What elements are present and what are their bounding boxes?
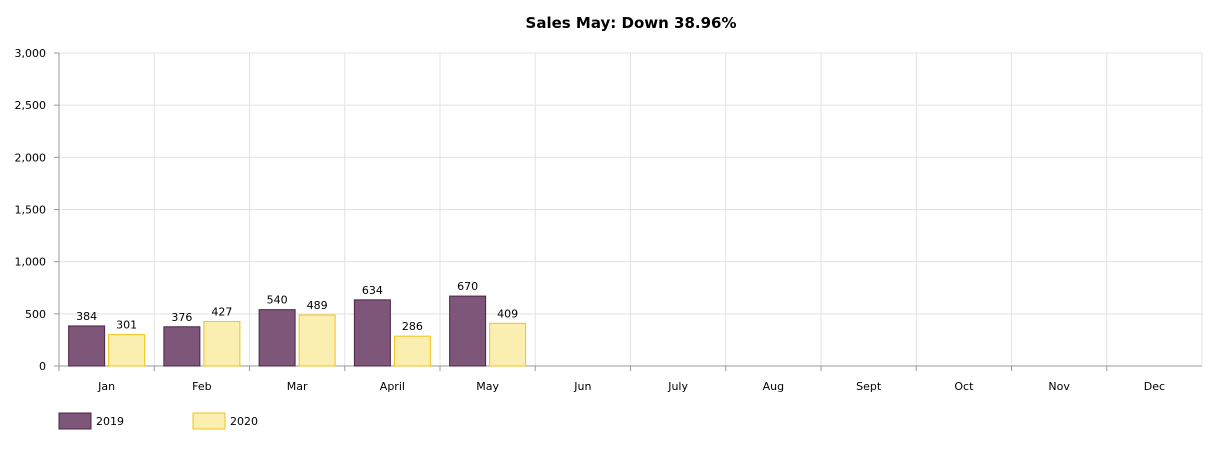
x-tick-label: Nov [1048, 380, 1070, 393]
bar-2019-may[interactable] [449, 295, 487, 367]
legend-label: 2019 [96, 415, 124, 428]
legend[interactable]: 2019 2020 [58, 412, 258, 430]
data-label-2019-jan: 384 [76, 310, 97, 323]
legend-label: 2020 [230, 415, 258, 428]
bar-2019-jan[interactable] [68, 325, 106, 367]
x-tick-label: Aug [763, 380, 784, 393]
x-tick-label: Jun [573, 380, 591, 393]
data-label-2020-april: 286 [402, 320, 423, 333]
bar-2020-may[interactable] [489, 322, 527, 367]
y-tick-label: 1,000 [15, 256, 47, 269]
x-tick-label: Mar [287, 380, 308, 393]
x-tick-label: Feb [192, 380, 211, 393]
y-tick-label: 0 [39, 360, 46, 373]
data-label-2019-feb: 376 [171, 311, 192, 324]
bars [68, 295, 527, 367]
data-label-2019-mar: 540 [267, 294, 288, 307]
data-label-2020-feb: 427 [211, 305, 232, 318]
x-tick-label: April [380, 380, 405, 393]
bar-2020-mar[interactable] [298, 314, 336, 367]
data-label-2020-jan: 301 [116, 319, 137, 332]
data-label-2020-mar: 489 [307, 299, 328, 312]
grid-lines [59, 52, 1203, 366]
legend-swatch [192, 412, 226, 430]
bar-2020-april[interactable] [393, 335, 431, 367]
x-tick-label: Dec [1144, 380, 1165, 393]
x-tick-label: Sept [856, 380, 882, 393]
data-labels: 384 376 540 634 670 301 427 489 286 409 [76, 280, 518, 333]
bar-2019-mar[interactable] [258, 309, 296, 367]
data-label-2019-april: 634 [362, 284, 383, 297]
legend-item-2020[interactable]: 2020 [192, 412, 258, 430]
data-label-2019-may: 670 [457, 280, 478, 293]
y-axis-ticks: 0 500 1,000 1,500 2,000 2,500 3,000 [15, 47, 59, 373]
bar-2019-april[interactable] [353, 299, 391, 367]
data-label-2020-may: 409 [497, 307, 518, 320]
y-tick-label: 2,500 [15, 99, 47, 112]
y-tick-label: 1,500 [15, 204, 47, 217]
chart-title: Sales May: Down 38.96% [526, 14, 737, 32]
x-tick-label: May [476, 380, 499, 393]
x-axis-ticks: Jan Feb Mar April May Jun July Aug Sept Oct Nov Dec [58, 366, 1165, 393]
legend-swatch [58, 412, 92, 430]
bar-2020-jan[interactable] [108, 334, 146, 367]
y-tick-label: 2,000 [15, 151, 47, 164]
x-tick-label: Oct [954, 380, 974, 393]
y-tick-label: 500 [25, 308, 46, 321]
x-tick-label: July [667, 380, 688, 393]
x-tick-label: Jan [97, 380, 115, 393]
legend-item-2019[interactable]: 2019 [58, 412, 124, 430]
bar-2019-feb[interactable] [163, 326, 201, 367]
y-tick-label: 3,000 [15, 47, 47, 60]
bar-2020-feb[interactable] [203, 320, 241, 367]
